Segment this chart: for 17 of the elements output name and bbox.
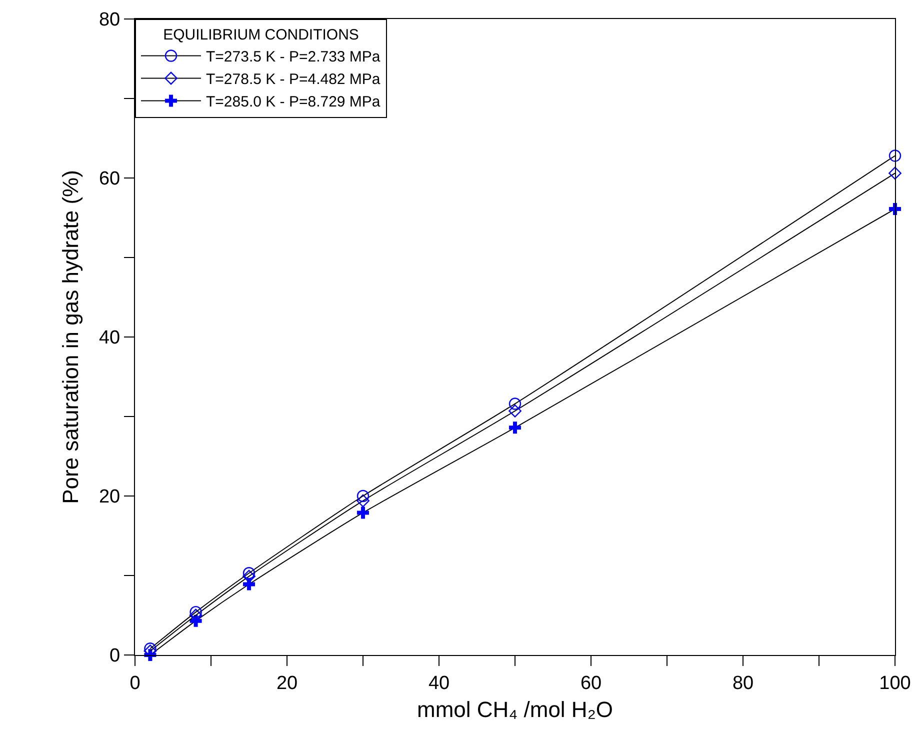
x-tick-label: 20 [276,672,298,694]
y-axis-title: Pore saturation in gas hydrate (%) [58,170,83,504]
x-axis-title: mmol CH₄ /mol H₂O [417,696,613,722]
x-tick-label: 80 [732,672,754,694]
y-tick-label: 80 [98,10,120,31]
y-tick-label: 0 [110,646,120,667]
y-tick-label: 40 [98,328,120,349]
legend-label: T=278.5 K - P=4.482 MPa [206,71,381,88]
y-tick-label: 20 [98,486,120,508]
legend-label: T=273.5 K - P=2.733 MPa [206,48,381,66]
y-tick-label: 60 [98,168,120,190]
x-tick-label: 100 [879,672,911,694]
x-tick-label: 40 [428,672,450,694]
legend-label: T=285.0 K - P=8.729 MPa [206,94,381,111]
legend-title: EQUILIBRIUM CONDITIONS [163,26,359,44]
x-tick-label: 60 [580,672,602,694]
x-tick-label: 0 [130,672,140,694]
